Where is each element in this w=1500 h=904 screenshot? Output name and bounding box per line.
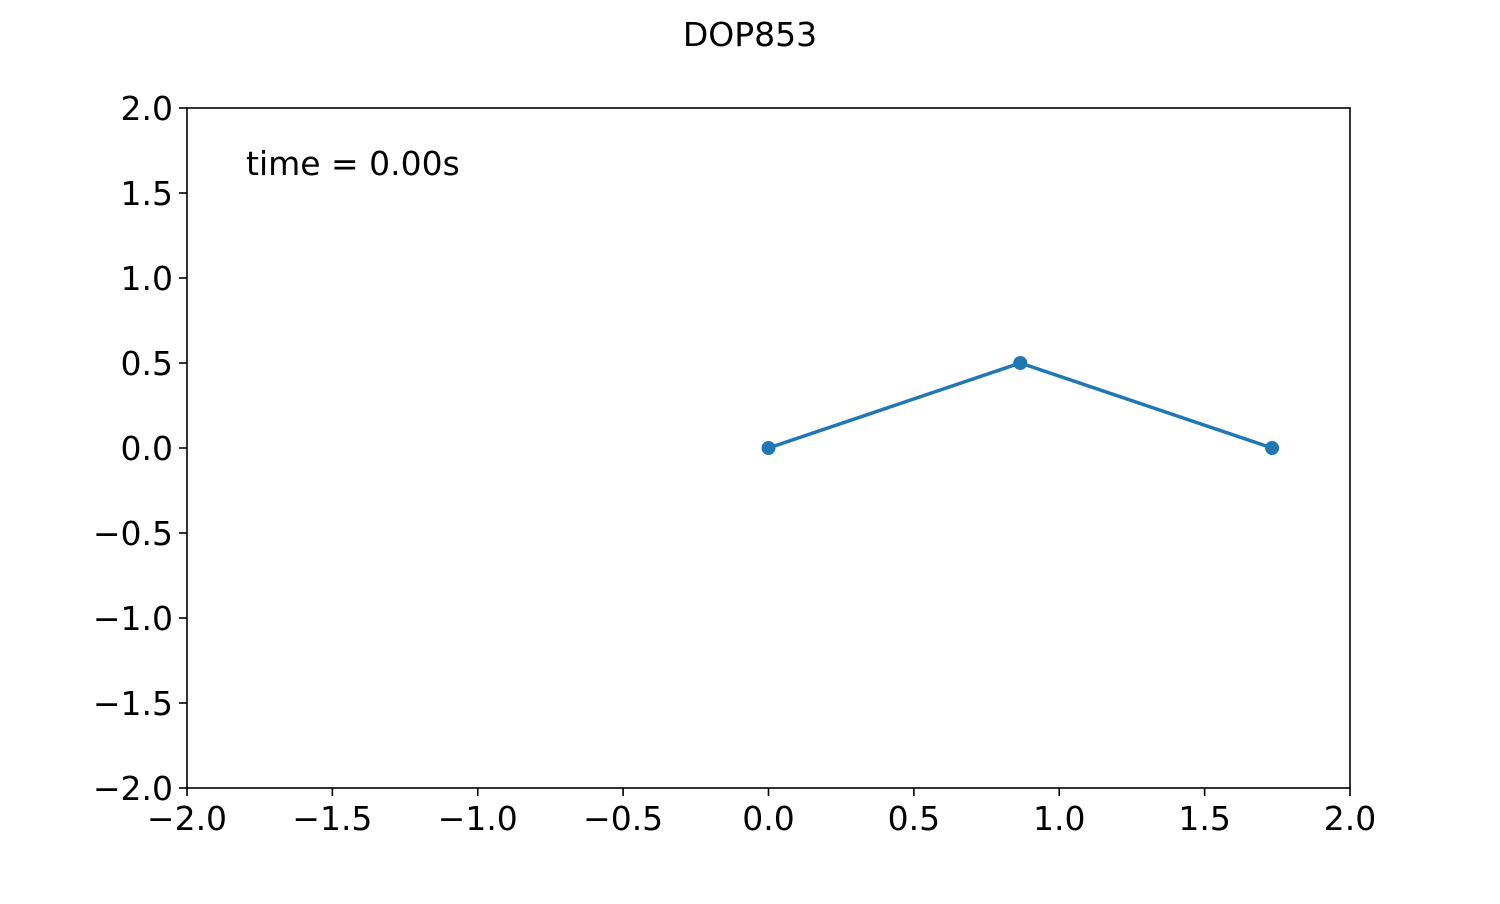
series-layer <box>761 356 1280 455</box>
x-tick-label: 0.0 <box>742 799 794 838</box>
y-tick-label: −2.0 <box>93 769 173 808</box>
x-axis: −2.0 −1.5 −1.0 −0.5 0.0 0.5 1.0 1.5 2.0 <box>147 788 1376 838</box>
y-tick-label: 1.0 <box>121 259 173 298</box>
y-tick-label: −0.5 <box>93 514 173 553</box>
x-tick-label: −2.0 <box>147 799 227 838</box>
y-tick-label: 2.0 <box>121 89 173 128</box>
y-tick-label: 0.0 <box>121 429 173 468</box>
y-tick-label: −1.5 <box>93 684 173 723</box>
x-tick-label: 0.5 <box>888 799 940 838</box>
x-tick-label: 1.0 <box>1033 799 1085 838</box>
time-annotation: time = 0.00s <box>246 144 460 183</box>
y-tick-label: −1.0 <box>93 599 173 638</box>
x-tick-label: 1.5 <box>1178 799 1230 838</box>
y-tick-label: 0.5 <box>121 344 173 383</box>
y-axis: −2.0 −1.5 −1.0 −0.5 0.0 0.5 1.0 1.5 2.0 <box>93 89 187 808</box>
data-point <box>1013 356 1028 370</box>
x-tick-label: 2.0 <box>1324 799 1376 838</box>
chart-title: DOP853 <box>683 15 817 54</box>
data-point <box>761 441 776 455</box>
x-tick-label: −0.5 <box>583 799 663 838</box>
x-tick-label: −1.5 <box>292 799 372 838</box>
x-tick-label: −1.0 <box>438 799 518 838</box>
data-point <box>1265 441 1280 455</box>
y-tick-label: 1.5 <box>121 174 173 213</box>
